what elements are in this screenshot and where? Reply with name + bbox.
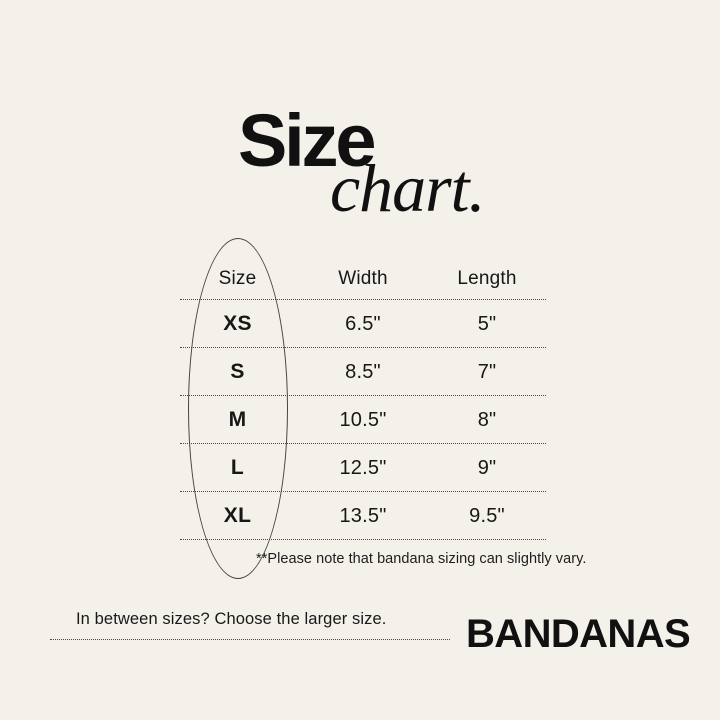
- header-length: Length: [457, 268, 517, 289]
- sizing-disclaimer: **Please note that bandana sizing can sl…: [256, 551, 587, 567]
- cell-width: 10.5": [339, 408, 387, 431]
- in-between-sizes-note: In between sizes? Choose the larger size…: [76, 610, 387, 628]
- cell-length: 9.5": [469, 504, 505, 527]
- row-divider: [180, 539, 546, 540]
- cell-length: 5": [477, 312, 497, 335]
- cell-width: 12.5": [339, 456, 387, 479]
- cell-length: 9": [477, 456, 497, 479]
- cell-size: XS: [223, 312, 252, 335]
- cell-width: 13.5": [339, 504, 387, 527]
- cell-length: 7": [477, 360, 497, 383]
- cell-size: M: [228, 408, 247, 431]
- table-row: S 8.5" 7": [180, 348, 546, 396]
- cell-size: XL: [223, 504, 252, 527]
- title-word-chart: chart.: [330, 150, 486, 226]
- title-word-size: Size: [238, 99, 376, 182]
- page-title: Size chart.: [0, 104, 720, 229]
- cell-width: 8.5": [345, 360, 381, 383]
- row-divider: [180, 299, 546, 300]
- table-header-row: Size Width Length: [180, 258, 546, 300]
- row-divider: [180, 395, 546, 396]
- cell-size: L: [230, 456, 245, 479]
- cell-size: S: [230, 360, 245, 383]
- brand-label: BANDANAS: [466, 612, 691, 656]
- cell-width: 6.5": [345, 312, 381, 335]
- header-size: Size: [218, 268, 257, 289]
- table-row: M 10.5" 8": [180, 396, 546, 444]
- row-divider: [180, 347, 546, 348]
- table-row: L 12.5" 9": [180, 444, 546, 492]
- footer-divider: [50, 639, 450, 640]
- size-table: Size Width Length XS 6.5" 5" S 8.5" 7" M…: [180, 258, 546, 540]
- header-width: Width: [338, 268, 388, 289]
- row-divider: [180, 491, 546, 492]
- table-row: XS 6.5" 5": [180, 300, 546, 348]
- table-row: XL 13.5" 9.5": [180, 492, 546, 540]
- row-divider: [180, 443, 546, 444]
- cell-length: 8": [477, 408, 497, 431]
